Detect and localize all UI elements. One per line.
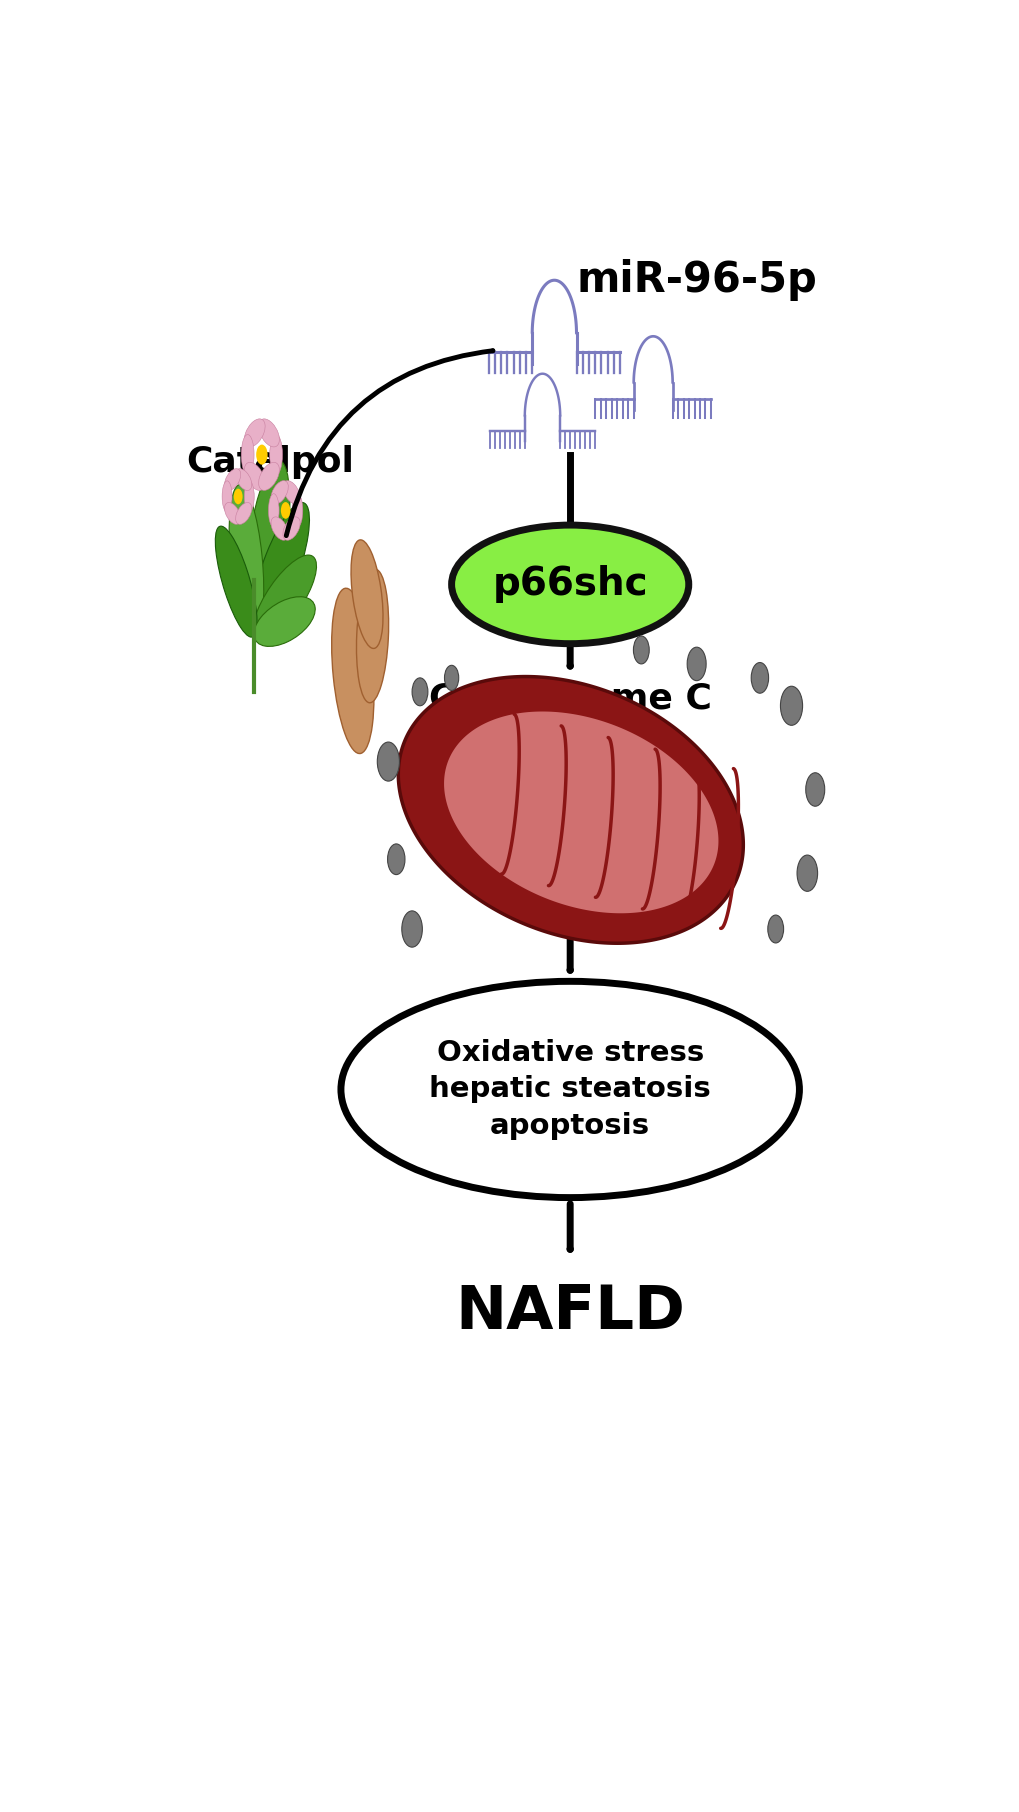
Ellipse shape	[254, 596, 315, 647]
Polygon shape	[397, 676, 743, 944]
Text: NAFLD: NAFLD	[454, 1283, 685, 1343]
Text: Oxidative stress
hepatic steatosis
apoptosis: Oxidative stress hepatic steatosis apopt…	[429, 1038, 710, 1140]
Circle shape	[444, 665, 459, 690]
Ellipse shape	[351, 540, 383, 649]
Circle shape	[412, 678, 428, 707]
Circle shape	[796, 855, 817, 892]
Ellipse shape	[235, 469, 252, 491]
Circle shape	[233, 489, 243, 504]
Circle shape	[401, 911, 422, 948]
Circle shape	[387, 844, 405, 875]
Text: miR-96-5p: miR-96-5p	[576, 259, 816, 301]
Ellipse shape	[229, 486, 264, 636]
Ellipse shape	[251, 502, 309, 638]
FancyArrowPatch shape	[286, 352, 492, 536]
Ellipse shape	[215, 525, 257, 638]
Ellipse shape	[331, 589, 374, 754]
Circle shape	[767, 915, 783, 942]
Ellipse shape	[224, 502, 240, 524]
Ellipse shape	[282, 516, 300, 540]
Circle shape	[377, 743, 399, 781]
Ellipse shape	[271, 516, 288, 540]
Ellipse shape	[245, 460, 289, 636]
Ellipse shape	[244, 480, 254, 513]
Ellipse shape	[245, 462, 265, 491]
Ellipse shape	[268, 493, 279, 527]
Text: Cytochrome C: Cytochrome C	[428, 681, 711, 716]
Circle shape	[280, 502, 290, 518]
Circle shape	[633, 636, 649, 663]
Ellipse shape	[245, 419, 265, 448]
Text: Catalpol: Catalpol	[185, 444, 354, 478]
Ellipse shape	[291, 493, 303, 527]
Ellipse shape	[282, 480, 300, 504]
Circle shape	[805, 772, 824, 806]
Ellipse shape	[222, 480, 232, 513]
Ellipse shape	[356, 569, 388, 703]
Ellipse shape	[259, 419, 279, 448]
Ellipse shape	[242, 435, 254, 475]
Circle shape	[780, 687, 802, 725]
Ellipse shape	[271, 480, 288, 504]
Circle shape	[750, 663, 768, 694]
Ellipse shape	[269, 435, 282, 475]
Ellipse shape	[451, 525, 688, 643]
Ellipse shape	[235, 502, 252, 524]
Ellipse shape	[253, 554, 316, 641]
Circle shape	[256, 444, 267, 464]
Ellipse shape	[224, 469, 240, 491]
Polygon shape	[443, 712, 717, 913]
Ellipse shape	[259, 462, 279, 491]
Ellipse shape	[340, 982, 799, 1198]
Circle shape	[687, 647, 705, 681]
Text: p66shc: p66shc	[492, 565, 647, 603]
